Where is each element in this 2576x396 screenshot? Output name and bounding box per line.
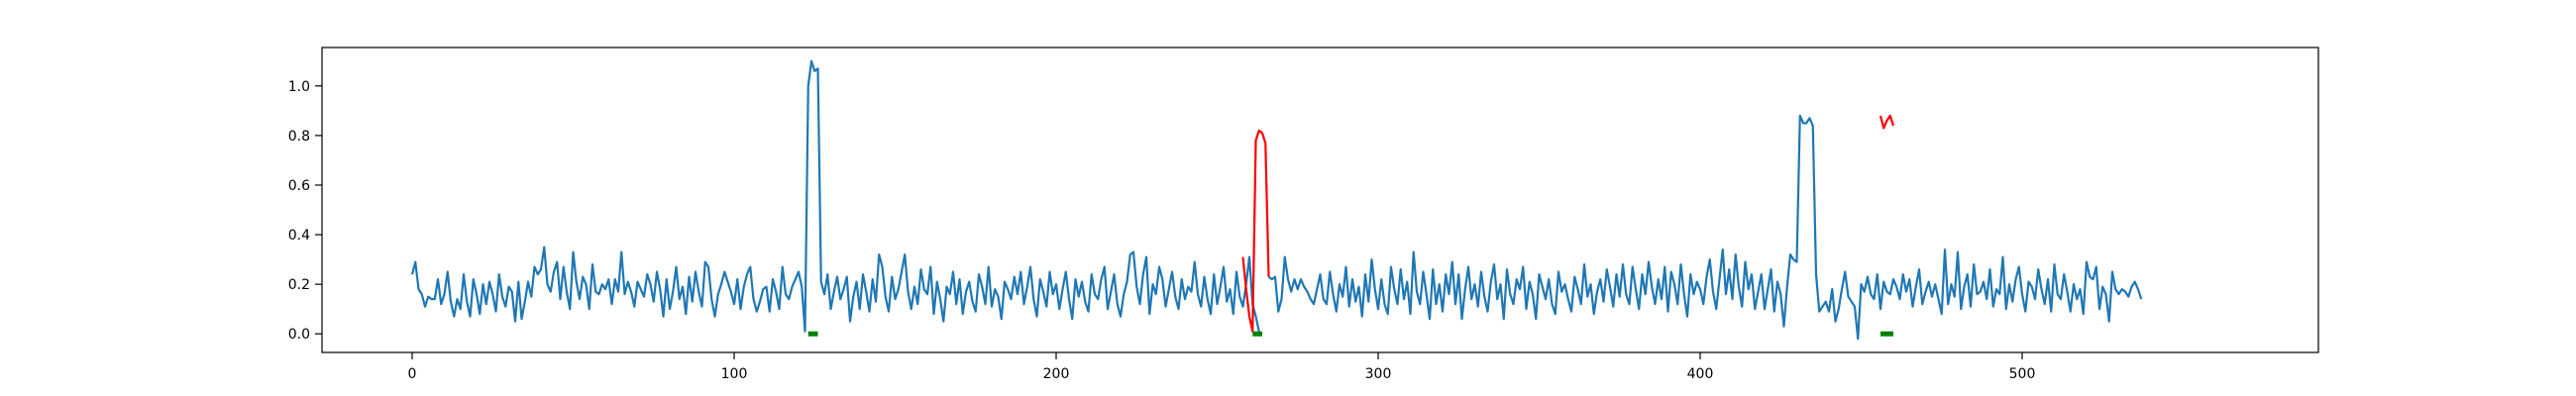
series-line-1-segment-0 [1241,129,1270,333]
axes-frame [321,47,2319,353]
x-tick-label: 100 [721,366,748,382]
x-tick-label: 400 [1687,366,1714,382]
plot-area [322,48,2318,352]
y-tick-label: 0.4 [288,228,310,244]
axis-ticks: 0 100 200 300 400 500 0.0 0.2 0.4 0.6 0.8 1.0 [288,79,2036,382]
y-tick-label: 1.0 [288,79,310,95]
x-tick-label: 0 [408,366,417,382]
x-tick-label: 500 [2009,366,2036,382]
series-line-1-segment-1 [1878,114,1895,130]
y-tick-label: 0.2 [288,277,310,293]
series-line-0-segment-0 [410,59,1260,333]
series-layer [410,59,2143,341]
x-tick-label: 300 [1365,366,1392,382]
y-tick-label: 0.8 [288,129,310,145]
y-tick-label: 0.6 [288,178,310,194]
series-line-0-segment-1 [1267,114,2143,341]
x-tick-label: 200 [1043,366,1070,382]
y-tick-label: 0.0 [288,327,310,343]
